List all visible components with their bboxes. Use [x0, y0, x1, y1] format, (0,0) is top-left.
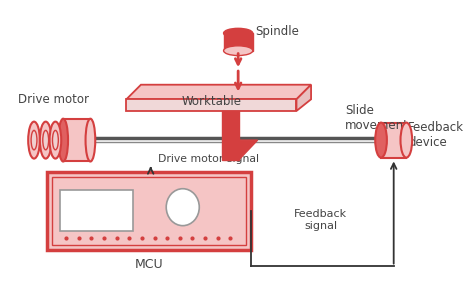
Ellipse shape: [28, 122, 40, 159]
Ellipse shape: [58, 119, 68, 162]
FancyBboxPatch shape: [60, 190, 133, 230]
Polygon shape: [127, 99, 296, 111]
Text: Worktable: Worktable: [182, 95, 242, 108]
Polygon shape: [239, 140, 257, 160]
Polygon shape: [127, 85, 311, 99]
Ellipse shape: [401, 123, 412, 158]
FancyBboxPatch shape: [63, 119, 91, 162]
Ellipse shape: [53, 130, 58, 150]
Ellipse shape: [224, 28, 253, 38]
Text: Feedback
signal: Feedback signal: [294, 209, 347, 230]
Ellipse shape: [166, 189, 199, 226]
Polygon shape: [296, 85, 311, 111]
Text: Drive motor: Drive motor: [18, 93, 89, 106]
Text: Slide
movement: Slide movement: [345, 104, 409, 132]
Ellipse shape: [85, 119, 95, 162]
FancyBboxPatch shape: [381, 123, 406, 158]
Ellipse shape: [31, 130, 37, 150]
Ellipse shape: [40, 122, 52, 159]
Ellipse shape: [375, 123, 387, 158]
FancyBboxPatch shape: [222, 111, 239, 160]
Text: MCU: MCU: [135, 258, 163, 271]
Ellipse shape: [224, 46, 253, 56]
FancyBboxPatch shape: [224, 33, 253, 51]
Ellipse shape: [43, 130, 49, 150]
FancyBboxPatch shape: [46, 172, 251, 250]
Text: Feedback
device: Feedback device: [408, 121, 464, 149]
Ellipse shape: [50, 122, 61, 159]
Text: Spindle: Spindle: [255, 25, 300, 38]
Text: Drive motor signal: Drive motor signal: [158, 154, 259, 164]
